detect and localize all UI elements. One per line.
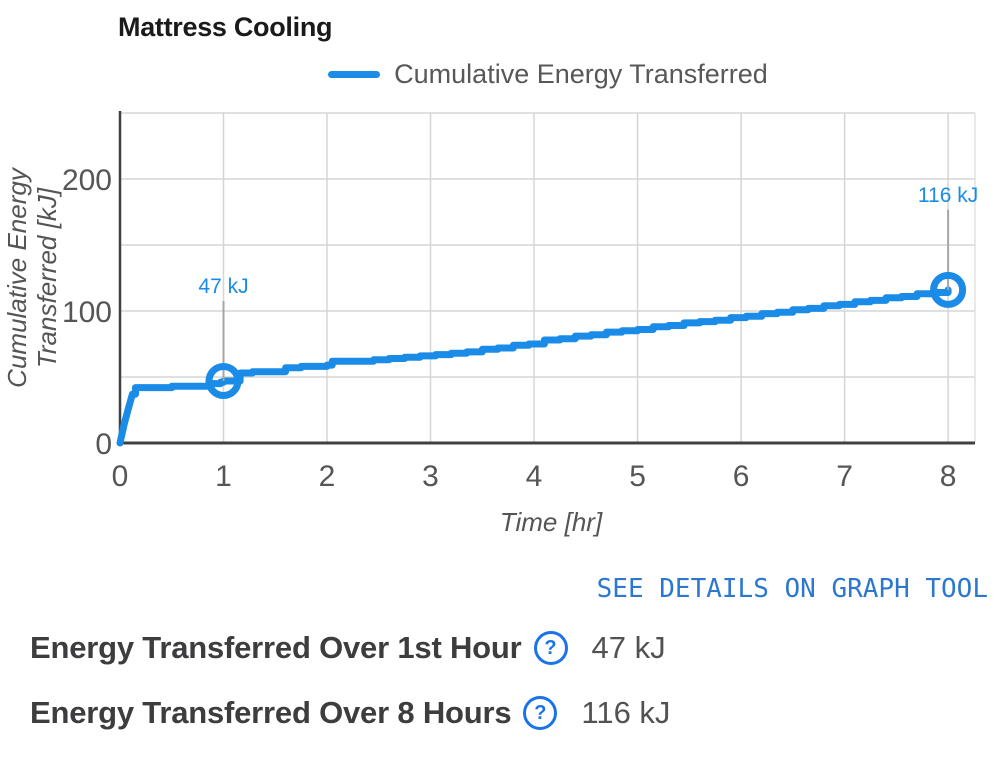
stat-value-1st-hour: 47 kJ <box>591 630 666 665</box>
chart-svg: 47 kJ 116 kJ 0 1 2 3 4 5 6 7 8 0 100 200 Time [hr] Cumu… <box>2 111 978 537</box>
x-tick-label: 4 <box>526 460 543 493</box>
x-tick-label: 1 <box>215 460 232 493</box>
chart-title: Mattress Cooling <box>118 12 333 42</box>
x-axis-title: Time [hr] <box>500 507 603 537</box>
x-tick-label: 0 <box>112 460 129 493</box>
data-point-marker <box>930 271 967 308</box>
x-tick-label: 3 <box>422 460 439 493</box>
y-axis-title-line: Transferred [kJ] <box>32 187 62 368</box>
stat-row-1st-hour: Energy Transferred Over 1st Hour ? 47 kJ <box>30 626 666 670</box>
data-point-marker <box>205 363 242 399</box>
x-tick-label: 2 <box>319 460 336 493</box>
x-tick-label: 7 <box>836 460 853 493</box>
legend-label: Cumulative Energy Transferred <box>394 58 768 89</box>
stat-label-1st-hour: Energy Transferred Over 1st Hour <box>30 630 522 665</box>
see-details-link[interactable]: SEE DETAILS ON GRAPH TOOL <box>596 574 988 604</box>
y-tick-label: 100 <box>62 296 112 329</box>
annotation-label: 47 kJ <box>198 275 248 298</box>
legend: Cumulative Energy Transferred <box>120 56 976 92</box>
y-tick-label: 200 <box>62 164 112 197</box>
stat-row-8-hours: Energy Transferred Over 8 Hours ? 116 kJ <box>30 691 670 735</box>
x-tick-label: 5 <box>629 460 646 493</box>
x-tick-label: 6 <box>733 460 750 493</box>
stat-label-8-hours: Energy Transferred Over 8 Hours <box>30 695 512 730</box>
stat-value-8-hours: 116 kJ <box>581 695 671 730</box>
y-tick-label: 0 <box>95 428 112 461</box>
annotation-label: 116 kJ <box>918 184 978 207</box>
y-axis-title-line: Cumulative Energy <box>2 166 32 388</box>
help-icon[interactable]: ? <box>523 696 558 730</box>
help-icon[interactable]: ? <box>533 631 568 665</box>
x-tick-label: 8 <box>940 460 957 493</box>
legend-line-swatch <box>328 70 381 78</box>
